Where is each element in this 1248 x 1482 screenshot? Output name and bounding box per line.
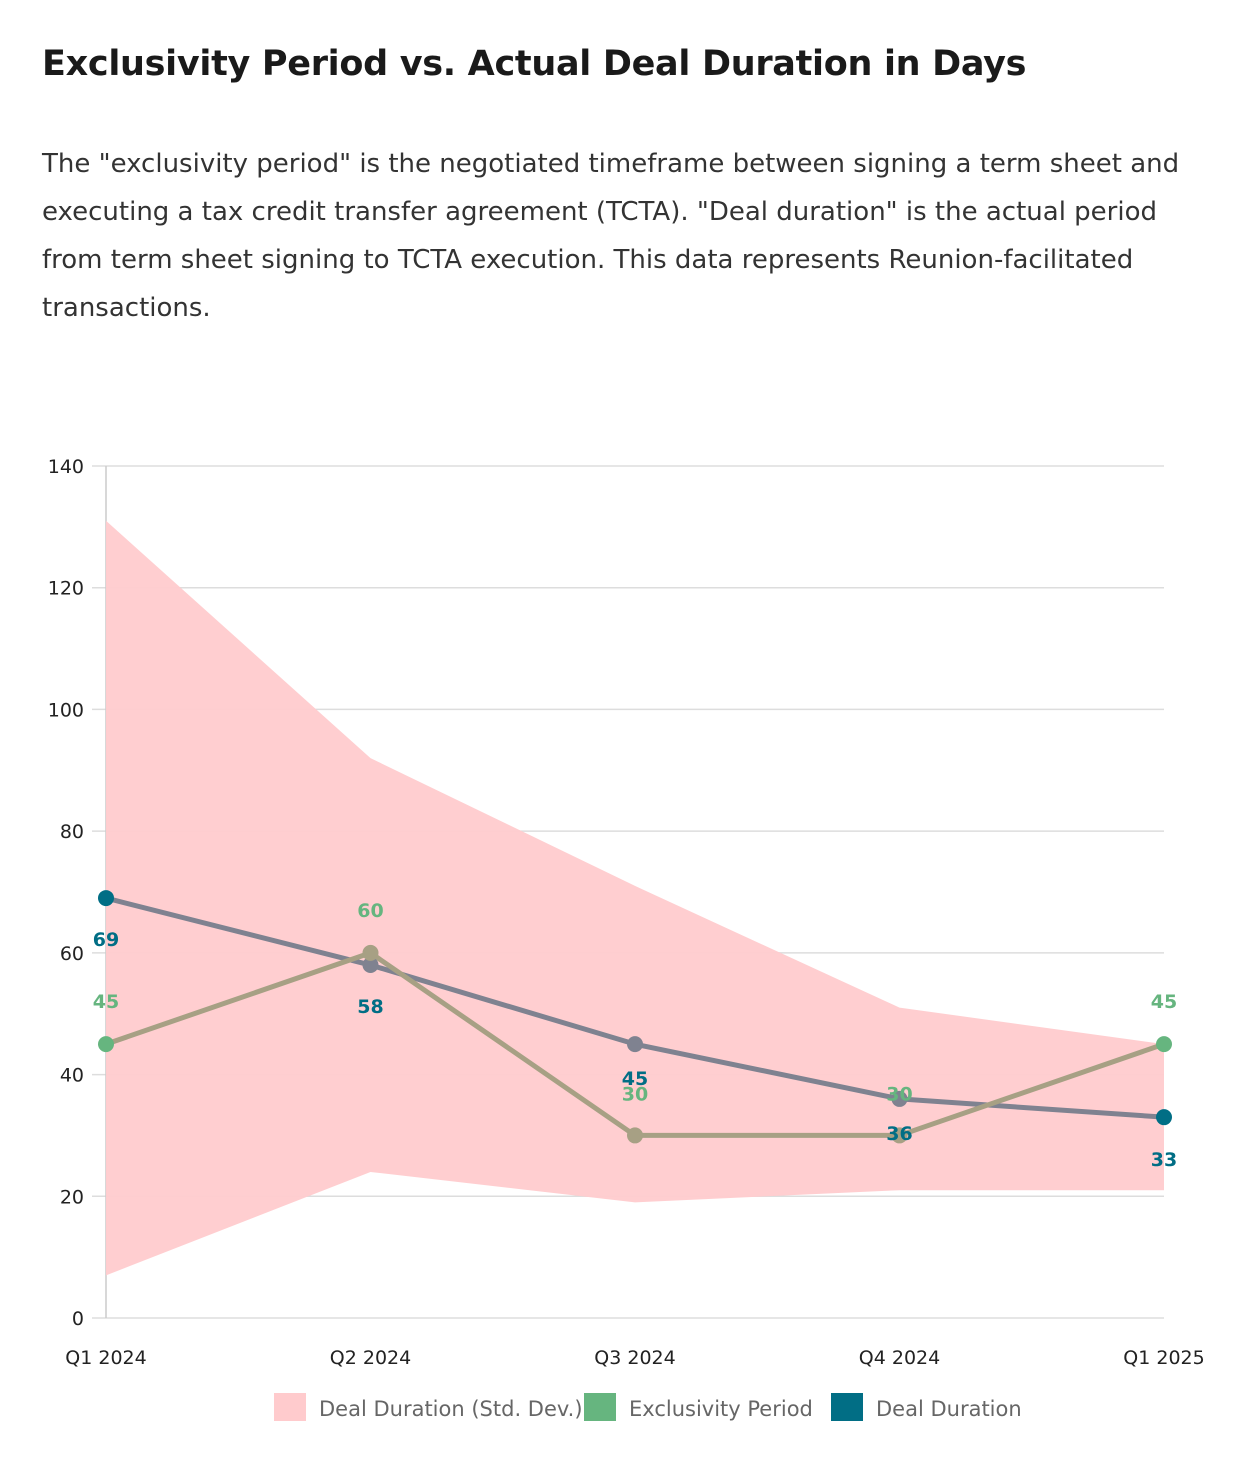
deal-duration-data-label: 58: [357, 996, 383, 1018]
deal-duration-data-label: 36: [886, 1123, 912, 1145]
deal-duration-point: [98, 890, 114, 907]
exclusivity-data-label: 30: [886, 1083, 912, 1105]
y-tick-label: 0: [72, 1308, 84, 1330]
exclusivity-period-point: [362, 944, 379, 961]
deal-duration-point: [362, 957, 379, 974]
chart-description: The "exclusivity period" is the negotiat…: [42, 149, 1180, 323]
deal-duration-data-label: 33: [1151, 1149, 1177, 1171]
x-tick-label: Q3 2024: [594, 1347, 675, 1369]
exclusivity-data-label: 30: [622, 1083, 648, 1105]
x-tick-label: Q1 2024: [65, 1347, 146, 1369]
deal-duration-data-label: 45: [622, 1068, 648, 1090]
x-tick-label: Q4 2024: [859, 1347, 940, 1369]
legend-item-std-dev-swatch: [274, 1393, 306, 1421]
y-tick-label: 140: [48, 456, 84, 478]
deal-duration-point: [627, 1036, 643, 1053]
chart-title: Exclusivity Period vs. Actual Deal Durat…: [42, 44, 1027, 84]
legend-item-deal-duration-swatch: [831, 1393, 863, 1421]
exclusivity-period-point: [1156, 1036, 1172, 1053]
deal-duration-data-label: 69: [93, 929, 119, 951]
legend: Deal Duration (Std. Dev.) Exclusivity Per…: [274, 1393, 1022, 1421]
y-tick-label: 100: [48, 699, 84, 721]
y-tick-label: 20: [60, 1186, 84, 1208]
std-dev-band: [106, 520, 1164, 1276]
legend-item-std-dev-label: Deal Duration (Std. Dev.): [319, 1397, 583, 1421]
x-tick-label: Q1 2025: [1123, 1347, 1204, 1369]
exclusivity-period-point: [627, 1127, 643, 1144]
exclusivity-data-label: 45: [1151, 991, 1177, 1013]
legend-item-exclusivity-swatch: [584, 1393, 616, 1421]
deal-duration-point: [1156, 1109, 1172, 1126]
y-tick-label: 60: [60, 943, 84, 965]
y-tick-label: 40: [60, 1065, 84, 1087]
legend-item-deal-duration-label: Deal Duration: [876, 1397, 1022, 1421]
exclusivity-period-point: [891, 1127, 908, 1144]
legend-item-exclusivity-label: Exclusivity Period: [629, 1397, 813, 1421]
x-tick-label: Q2 2024: [330, 1347, 411, 1369]
y-tick-label: 80: [60, 821, 84, 843]
deal-duration-point: [891, 1090, 908, 1107]
exclusivity-data-label: 60: [357, 900, 383, 922]
exclusivity-period-point: [98, 1036, 114, 1053]
exclusivity-data-label: 45: [93, 991, 119, 1013]
y-tick-label: 120: [48, 578, 84, 600]
